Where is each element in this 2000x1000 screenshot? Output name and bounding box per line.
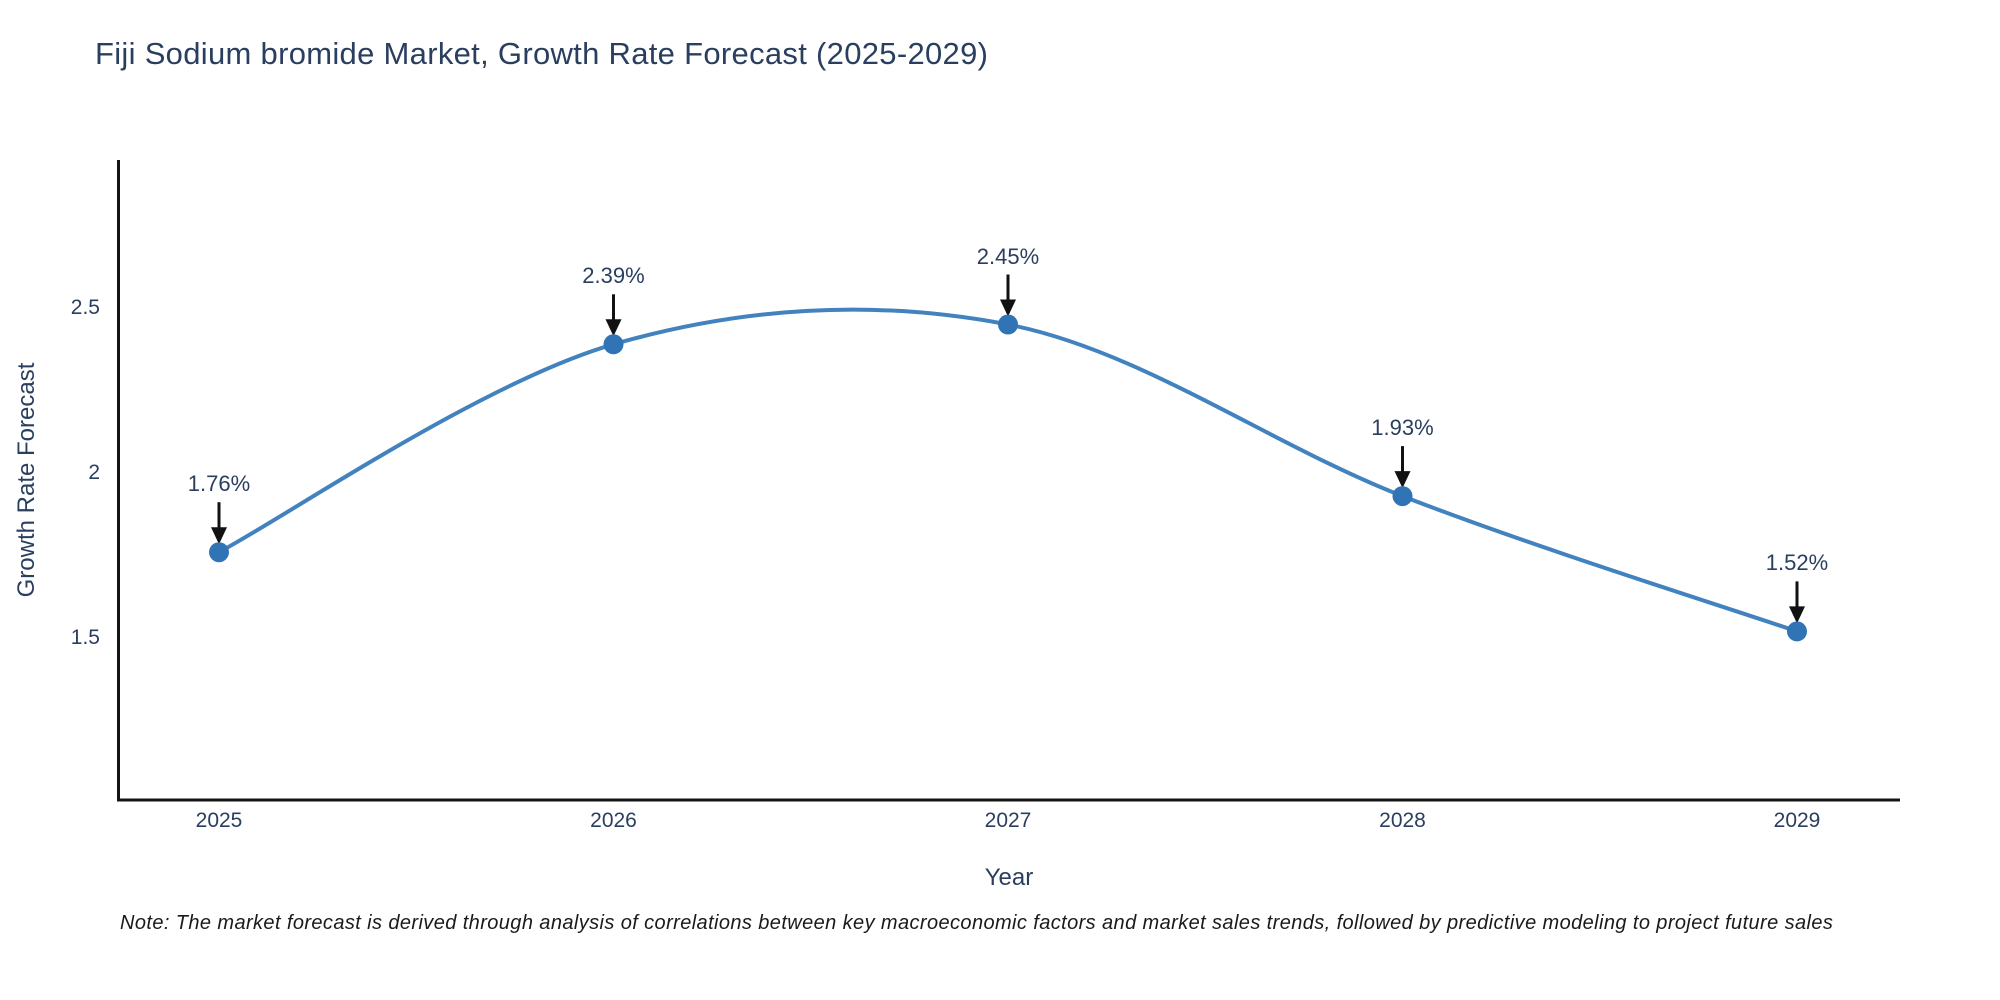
data-point-2028[interactable] [1392,486,1413,507]
data-point-2027[interactable] [998,314,1018,335]
x-tick-label-2027: 2027 [984,809,1032,832]
x-tick-label-2026: 2026 [590,809,637,832]
annotation-arrowhead-icon [211,527,227,545]
footnote-text: Note: The market forecast is derived thr… [120,912,1834,934]
annotation-arrowhead-icon [1000,299,1016,317]
point-annotation-2025: 1.76% [187,471,251,497]
x-tick-label-2028: 2028 [1379,809,1426,832]
annotation-arrowhead-icon [1789,606,1805,624]
y-tick-label-1.5: 1.5 [70,626,100,649]
x-axis-title: Year [984,864,1034,891]
annotation-arrowhead-icon [1394,471,1411,489]
y-axis-title: Growth Rate Forecast [13,362,40,598]
data-point-2025[interactable] [209,542,229,563]
chart-title: Fiji Sodium bromide Market, Growth Rate … [95,36,989,71]
point-annotation-2027: 2.45% [976,243,1040,269]
data-point-markers [209,314,1807,642]
data-point-2026[interactable] [603,334,624,355]
point-annotation-2026: 2.39% [582,263,645,289]
y-tick-label-2: 2 [88,461,100,484]
point-annotation-2029: 1.52% [1765,550,1829,576]
x-tick-label-2025: 2025 [195,809,243,832]
annotation-arrowhead-icon [605,319,622,337]
y-tick-label-2.5: 2.5 [70,296,100,319]
point-annotation-2028: 1.93% [1371,415,1434,441]
data-point-2029[interactable] [1787,621,1807,642]
annotation-arrows [211,274,1805,624]
x-tick-label-2029: 2029 [1773,809,1821,832]
growth-rate-spline-line [217,307,1799,634]
